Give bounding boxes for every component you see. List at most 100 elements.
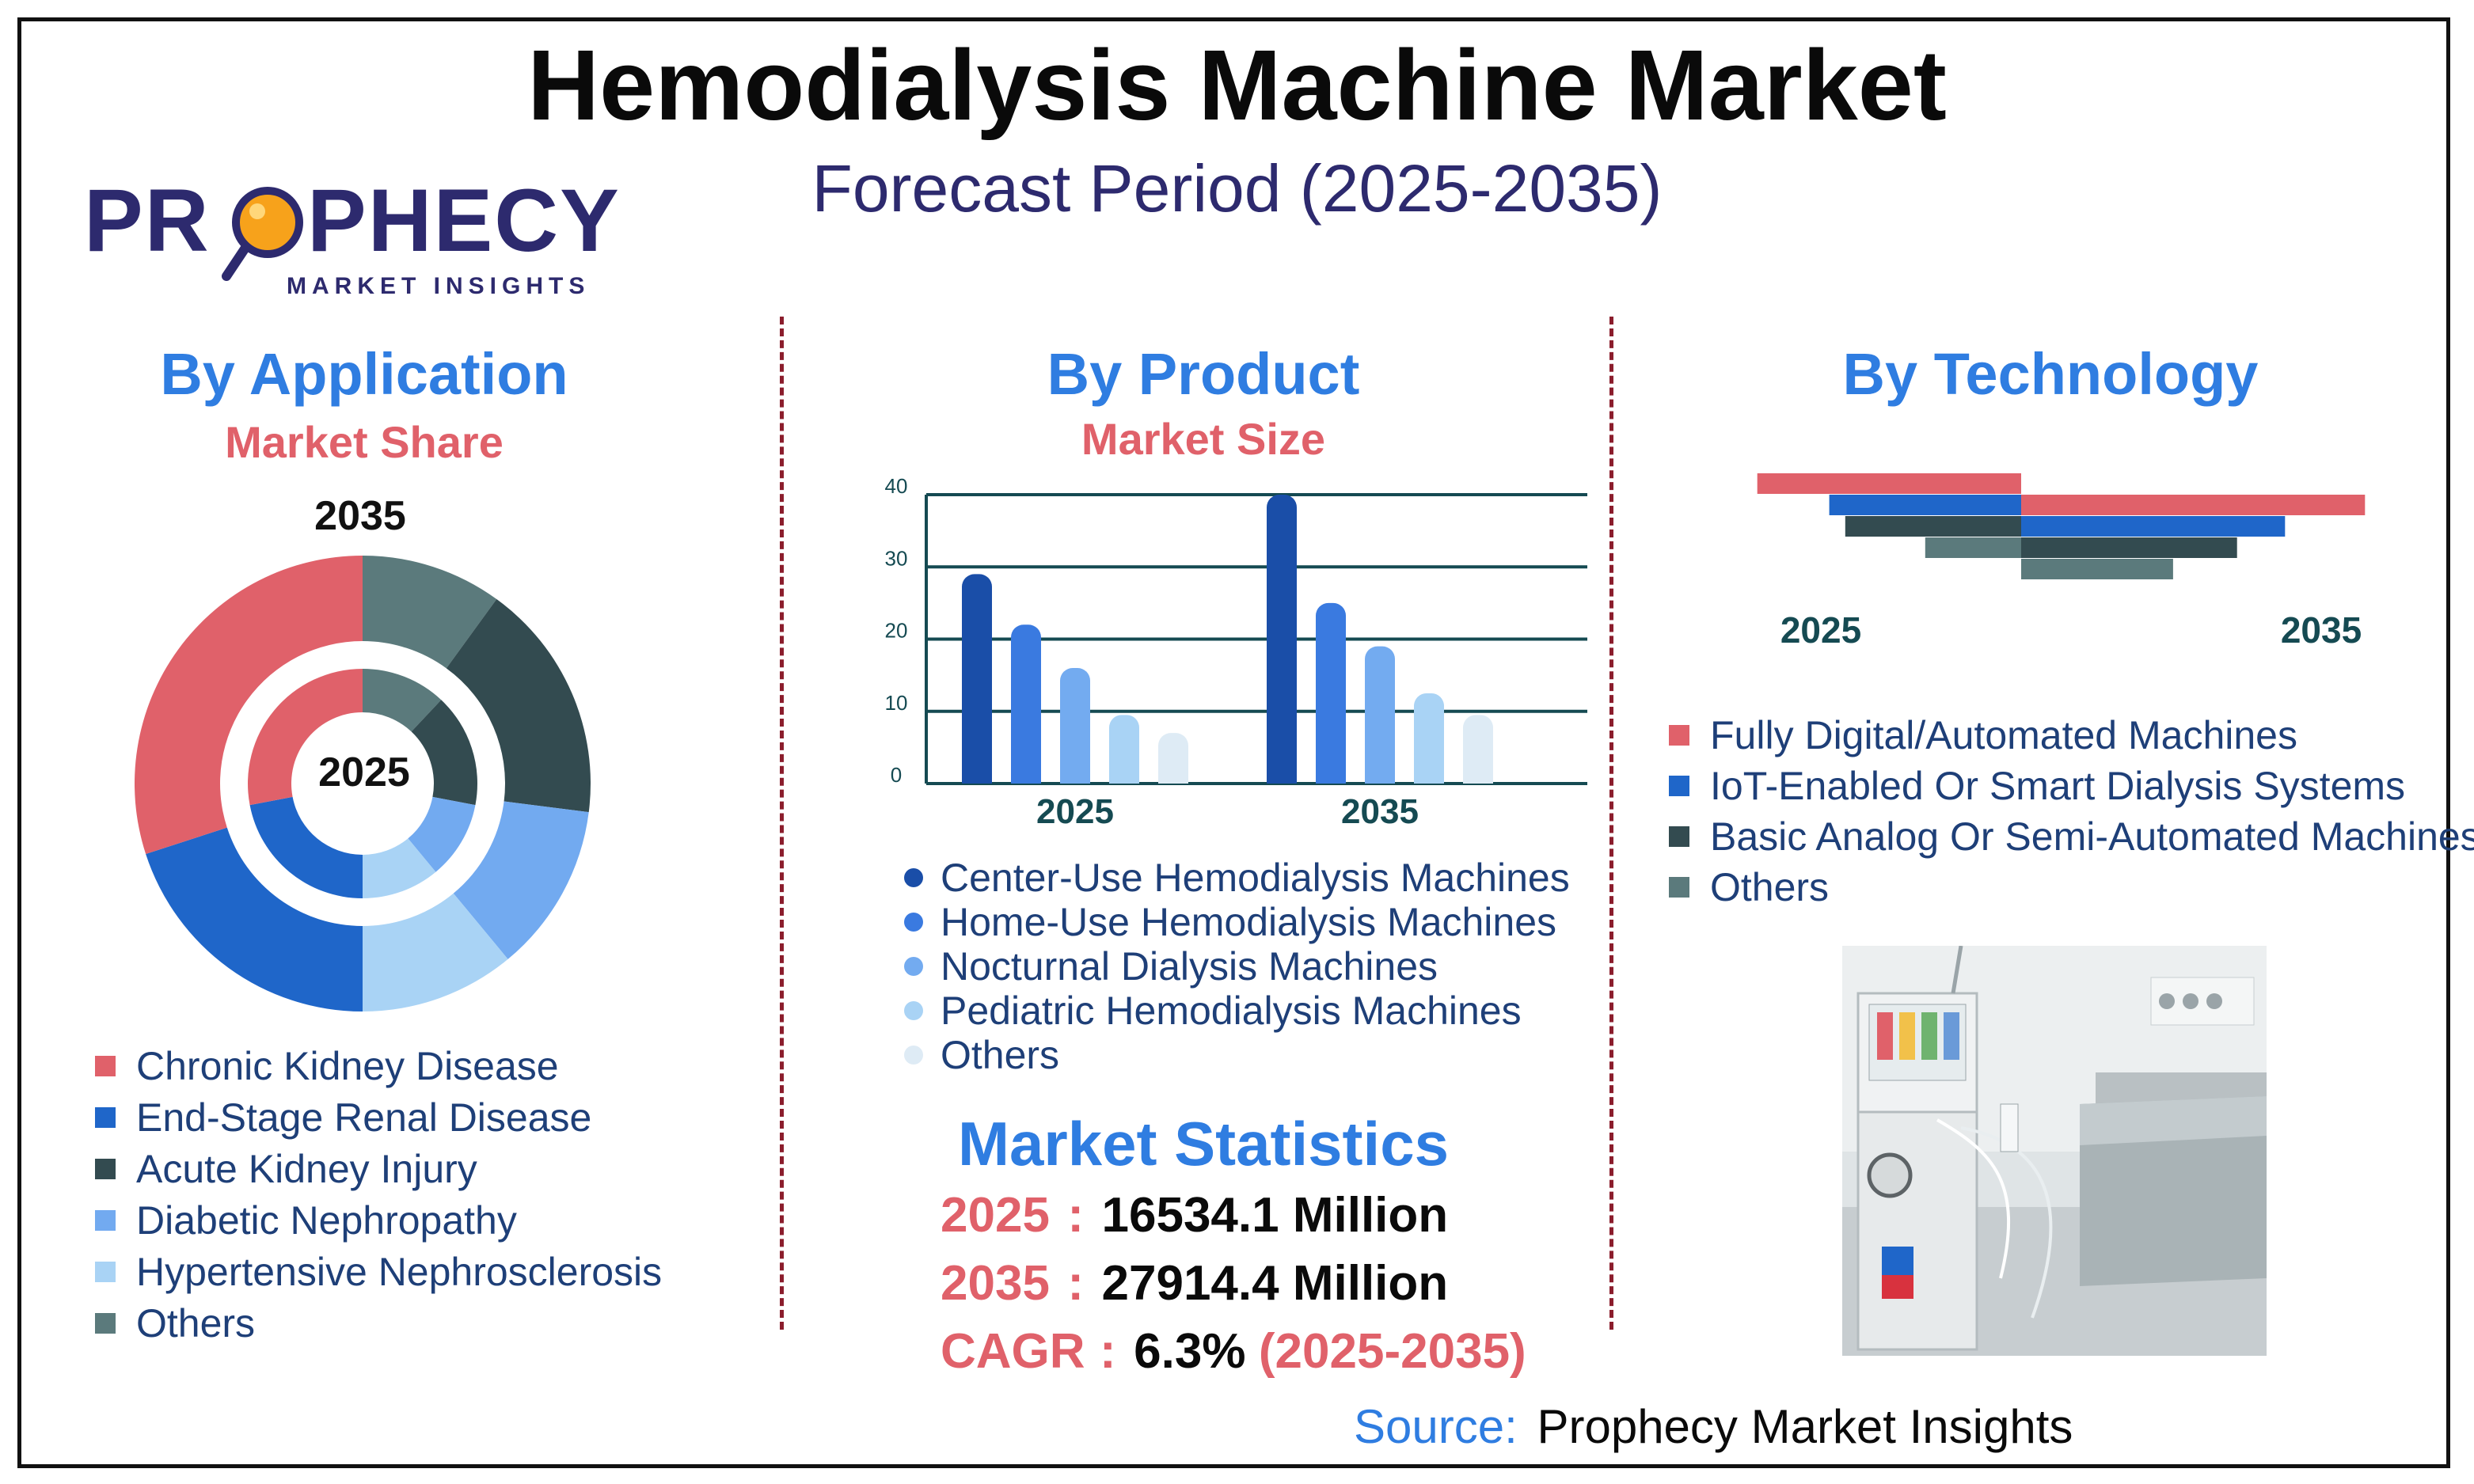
product-legend-item: Pediatric Hemodialysis Machines xyxy=(904,988,1522,1034)
stat-row-2025: 2025 : 16534.1 Million xyxy=(941,1188,1449,1243)
bar-2035-others xyxy=(1463,715,1493,784)
tech-bar-2025-iot-enabled-or-smart-dialysis-systems xyxy=(1829,495,2021,515)
technology-legend-item: IoT-Enabled Or Smart Dialysis Systems xyxy=(1669,763,2405,809)
product-legend-swatch xyxy=(904,868,923,887)
donut-slice-2035-acute-kidney-injury xyxy=(446,599,591,813)
tech-bar-2035-others xyxy=(2021,559,2173,579)
technology-section-title: By Technology xyxy=(1842,341,2259,407)
prophecy-logo: PR PHECY MARKET INSIGHTS xyxy=(79,171,619,305)
source-label: Source: xyxy=(1354,1400,1518,1453)
application-legend-swatch xyxy=(95,1262,116,1282)
bar-2025-home-use-hemodialysis-machines xyxy=(1011,624,1041,784)
bar-2025-pediatric-hemodialysis-machines xyxy=(1109,715,1139,784)
stat-suffix: (2025-2035) xyxy=(1258,1324,1526,1379)
application-legend-label: End-Stage Renal Disease xyxy=(136,1095,592,1140)
tech-right-label: 2035 xyxy=(2281,609,2362,651)
donut-slice-2035-diabetic-nephropathy xyxy=(453,801,589,959)
application-legend-label: Diabetic Nephropathy xyxy=(136,1198,517,1243)
application-legend-item: End-Stage Renal Disease xyxy=(95,1095,591,1141)
tech-bar-2025-fully-digital-automated-machines xyxy=(1757,473,2021,494)
y-tick-label: 30 xyxy=(885,546,908,570)
product-legend-item: Nocturnal Dialysis Machines xyxy=(904,943,1438,989)
application-legend-item: Diabetic Nephropathy xyxy=(95,1197,517,1243)
application-legend-swatch xyxy=(95,1210,116,1231)
bar-base-2035-home-use-hemodialysis-machines xyxy=(1316,771,1346,784)
technology-legend-item: Others xyxy=(1669,864,1829,910)
section-divider-left xyxy=(780,317,784,1330)
source-text: Prophecy Market Insights xyxy=(1537,1400,2073,1453)
application-legend-swatch xyxy=(95,1056,116,1076)
magnifier-icon xyxy=(222,187,303,281)
bar-base-2025-home-use-hemodialysis-machines xyxy=(1011,771,1041,784)
application-legend-item: Others xyxy=(95,1300,255,1346)
technology-legend-item: Basic Analog Or Semi-Automated Machines xyxy=(1669,814,2474,860)
bar-2035-nocturnal-dialysis-machines xyxy=(1365,646,1395,784)
technology-legend-label: Fully Digital/Automated Machines xyxy=(1710,713,2297,757)
donut-slice-2035-hypertensive-nephrosclerosis xyxy=(363,893,508,1011)
bar-2035-pediatric-hemodialysis-machines xyxy=(1414,693,1444,784)
donut-slice-2025-acute-kidney-injury xyxy=(411,700,477,806)
donut-slice-2035-others xyxy=(363,556,497,669)
technology-legend-swatch xyxy=(1669,826,1689,847)
application-legend-label: Chronic Kidney Disease xyxy=(136,1044,559,1088)
bar-base-2035-pediatric-hemodialysis-machines xyxy=(1414,771,1444,784)
stat-label: 2035 xyxy=(941,1256,1050,1311)
y-tick-label: 0 xyxy=(891,763,902,787)
product-legend-label: Nocturnal Dialysis Machines xyxy=(941,944,1438,989)
product-legend-label: Others xyxy=(941,1033,1060,1077)
stat-value: 6.3% xyxy=(1134,1324,1246,1379)
tech-left-label: 2025 xyxy=(1780,609,1861,651)
product-legend-swatch xyxy=(904,957,923,976)
stat-value: 16534.1 Million xyxy=(1101,1188,1449,1243)
technology-legend-item: Fully Digital/Automated Machines xyxy=(1669,712,2297,758)
bar-2025-nocturnal-dialysis-machines xyxy=(1060,668,1090,784)
product-section-subtitle: Market Size xyxy=(1081,414,1326,464)
y-tick-label: 20 xyxy=(885,619,908,643)
application-donut-chart xyxy=(134,556,591,1011)
tech-bar-2025-basic-analog-or-semi-automated-machines xyxy=(1845,516,2021,537)
application-legend-label: Others xyxy=(136,1301,256,1345)
page-title: Hemodialysis Machine Market xyxy=(527,29,1947,141)
bar-base-2035-center-use-hemodialysis-machines xyxy=(1267,771,1297,784)
stat-row-cagr: CAGR : 6.3% (2025-2035) xyxy=(941,1324,1526,1379)
product-legend-item: Home-Use Hemodialysis Machines xyxy=(904,899,1556,945)
product-section-title: By Product xyxy=(1047,341,1360,407)
tech-bar-2035-fully-digital-automated-machines xyxy=(2021,495,2366,515)
bar-base-2025-nocturnal-dialysis-machines xyxy=(1060,771,1090,784)
market-statistics-heading: Market Statistics xyxy=(958,1109,1449,1178)
bar-2025-center-use-hemodialysis-machines xyxy=(962,574,992,784)
donut-inner-label: 2025 xyxy=(318,750,410,795)
donut-slice-2025-diabetic-nephropathy xyxy=(408,796,476,872)
technology-legend-swatch xyxy=(1669,877,1689,898)
technology-legend-swatch xyxy=(1669,776,1689,796)
technology-legend-label: IoT-Enabled Or Smart Dialysis Systems xyxy=(1710,764,2406,808)
bar-2035-home-use-hemodialysis-machines xyxy=(1316,602,1346,784)
logo-tagline: MARKET INSIGHTS xyxy=(287,273,590,299)
technology-legend-swatch xyxy=(1669,725,1689,746)
tech-bar-2025-others xyxy=(1925,537,2021,558)
bar-base-2035-others xyxy=(1463,771,1493,784)
bar-base-2035-nocturnal-dialysis-machines xyxy=(1365,771,1395,784)
tech-bar-2035-basic-analog-or-semi-automated-machines xyxy=(2021,537,2237,558)
stat-value: 27914.4 Million xyxy=(1101,1256,1449,1311)
product-legend-label: Home-Use Hemodialysis Machines xyxy=(941,900,1557,944)
bar-base-2025-pediatric-hemodialysis-machines xyxy=(1109,771,1139,784)
x-tick-label: 2035 xyxy=(1341,792,1419,831)
donut-slice-2035-chronic-kidney-disease xyxy=(134,556,363,854)
application-legend-swatch xyxy=(95,1107,116,1128)
donut-slice-2025-hypertensive-nephrosclerosis xyxy=(363,838,436,898)
product-bar-chart: 0 10 20 30 40 2025 2035 xyxy=(885,474,1587,831)
stat-label: 2025 xyxy=(941,1188,1050,1243)
application-legend-item: Hypertensive Nephrosclerosis xyxy=(95,1249,662,1295)
product-legend-label: Pediatric Hemodialysis Machines xyxy=(941,989,1522,1033)
bar-2035-center-use-hemodialysis-machines xyxy=(1267,495,1297,784)
donut-slice-2025-end-stage-renal-disease xyxy=(249,796,363,898)
bar-base-2025-others xyxy=(1158,771,1188,784)
product-legend-item: Others xyxy=(904,1032,1059,1078)
application-legend-label: Hypertensive Nephrosclerosis xyxy=(136,1250,663,1294)
application-section-subtitle: Market Share xyxy=(225,417,504,467)
svg-text:PHECY: PHECY xyxy=(307,178,618,270)
y-tick-label: 40 xyxy=(885,474,908,498)
donut-slice-2025-chronic-kidney-disease xyxy=(248,669,363,806)
stat-label: CAGR xyxy=(941,1324,1085,1379)
